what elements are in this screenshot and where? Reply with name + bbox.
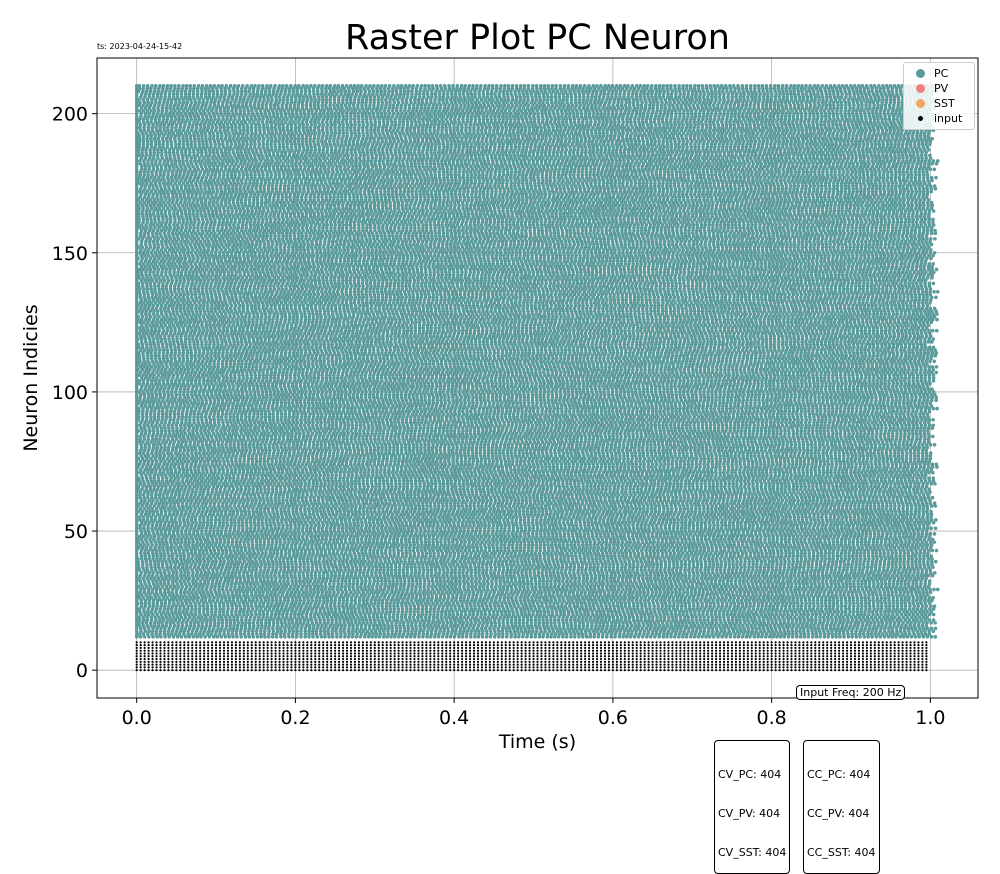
spike-points: [135, 84, 940, 671]
pc-spike-point: [932, 588, 936, 592]
pc-spike-point: [933, 604, 937, 608]
pc-spike-point: [933, 571, 937, 575]
pc-spike-point: [933, 635, 937, 639]
pc-spike-point: [932, 613, 936, 617]
pc-spike-point: [931, 596, 935, 600]
pc-spike-point: [928, 579, 932, 583]
pc-spike-point: [934, 627, 938, 631]
pc-spike-point: [936, 588, 940, 592]
pc-spike-point: [932, 618, 936, 622]
pc-spike-point: [930, 627, 934, 631]
